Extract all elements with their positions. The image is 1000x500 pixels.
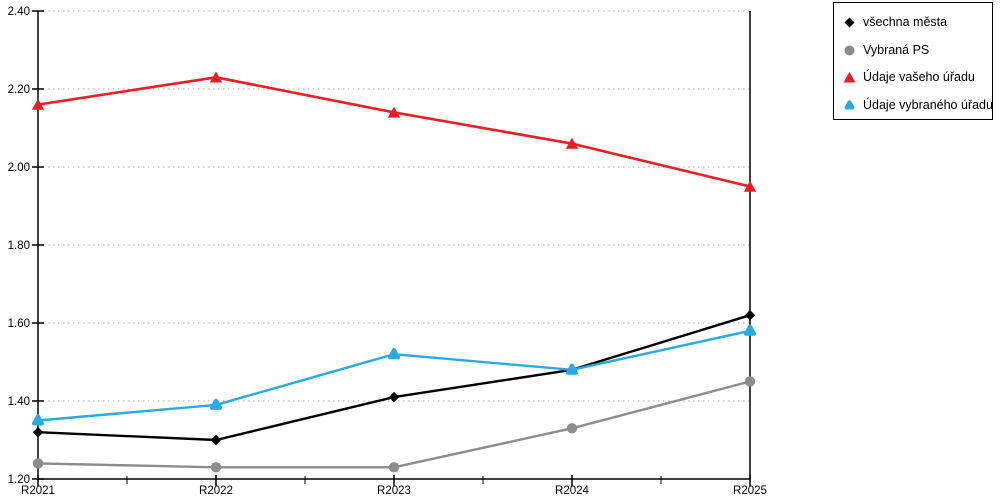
circle-legend-marker-icon bbox=[844, 45, 855, 56]
series-line bbox=[37, 75, 751, 188]
series-line bbox=[37, 329, 751, 422]
diamond-marker-icon bbox=[32, 427, 44, 438]
circle-marker-icon bbox=[844, 45, 855, 56]
y-axis-label: 2.40 bbox=[8, 6, 30, 18]
legend-item: Údaje vybraného úřadu bbox=[842, 91, 993, 119]
y-axis-label: 1.60 bbox=[8, 318, 30, 330]
legend-item-label: všechna města bbox=[863, 14, 948, 29]
triangle-marker-icon bbox=[387, 106, 401, 118]
y-axis-ticks: 1.20 1.40 1.60 1.80 2.00 2.20 2.40 bbox=[8, 6, 44, 486]
series-2 bbox=[32, 376, 756, 473]
y-axis-label: 1.40 bbox=[8, 396, 30, 408]
triangle-legend-marker-icon bbox=[843, 72, 856, 83]
triangle-marker-icon bbox=[843, 72, 856, 83]
chart-legend: všechna města Vybraná PS Údaje vašeho úř… bbox=[833, 2, 993, 120]
diamond-marker-icon bbox=[210, 434, 222, 446]
series-line bbox=[37, 314, 751, 442]
rounded-triangle-marker-icon bbox=[210, 398, 222, 410]
triangle-marker-icon bbox=[31, 98, 45, 110]
x-axis-label: R2024 bbox=[555, 485, 589, 497]
legend-item-label: Vybraná PS bbox=[863, 42, 930, 57]
rounded-triangle-marker-icon bbox=[566, 363, 578, 375]
circle-marker-icon bbox=[388, 462, 400, 473]
rounded-triangle-marker-icon bbox=[388, 348, 400, 360]
series-1 bbox=[32, 310, 756, 446]
diamond-marker-icon bbox=[388, 391, 400, 403]
triangle-marker-icon bbox=[743, 180, 757, 192]
legend-item: všechna města bbox=[842, 8, 992, 36]
legend-item: Vybraná PS bbox=[842, 36, 992, 64]
circle-marker-icon bbox=[744, 376, 756, 387]
diamond-marker-icon bbox=[844, 17, 855, 28]
legend-item-label: Údaje vašeho úřadu bbox=[863, 70, 975, 85]
series-3 bbox=[31, 71, 757, 192]
y-axis-label: 2.00 bbox=[8, 162, 30, 174]
triangle-marker-icon bbox=[209, 71, 223, 83]
legend-item-label: Údaje vybraného úřadu bbox=[863, 98, 993, 113]
circle-marker-icon bbox=[566, 423, 578, 434]
y-axis-label: 2.20 bbox=[8, 84, 30, 96]
x-axis-label: R2021 bbox=[21, 485, 55, 497]
legend-item: Údaje vašeho úřadu bbox=[842, 64, 992, 92]
y-axis-label: 1.80 bbox=[8, 240, 30, 252]
gridlines bbox=[38, 10, 750, 402]
series-4 bbox=[32, 324, 756, 426]
triangle-marker-icon bbox=[565, 137, 579, 149]
x-axis-ticks: R2021 R2022 R2023 R2024 R2025 bbox=[21, 475, 767, 497]
x-axis-label: R2022 bbox=[199, 485, 233, 497]
triangle-rounded-legend-marker-icon bbox=[844, 100, 855, 110]
rounded-triangle-marker-icon bbox=[32, 414, 44, 426]
circle-marker-icon bbox=[32, 458, 44, 469]
diamond-legend-marker-icon bbox=[844, 17, 855, 28]
y-axis-label: 1.20 bbox=[8, 474, 30, 486]
rounded-triangle-marker-icon bbox=[844, 100, 855, 110]
x-axis-label: R2023 bbox=[377, 485, 411, 497]
x-axis-label: R2025 bbox=[733, 485, 767, 497]
diamond-marker-icon bbox=[744, 310, 756, 321]
circle-marker-icon bbox=[210, 462, 222, 473]
rounded-triangle-marker-icon bbox=[744, 324, 756, 336]
